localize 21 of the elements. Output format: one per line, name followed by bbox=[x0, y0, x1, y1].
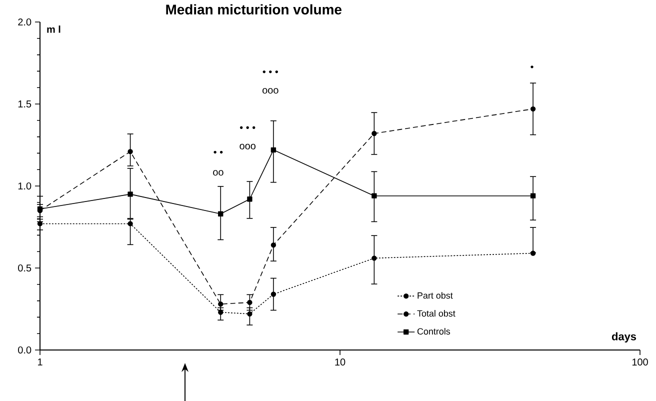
y-tick-label: 2.0 bbox=[18, 18, 32, 26]
legend-label: Part obst bbox=[418, 292, 453, 299]
annotation: oo bbox=[213, 170, 224, 176]
x-tick-label: 100 bbox=[632, 358, 648, 366]
chart-title: Median micturition volume bbox=[166, 4, 342, 14]
annotation: • bbox=[530, 66, 534, 68]
x-tick-label: 1 bbox=[38, 358, 42, 366]
x-axis-title: days bbox=[612, 332, 636, 342]
annotation: ooo bbox=[240, 144, 256, 150]
x-tick-label: 10 bbox=[335, 358, 346, 366]
legend-label: Total obst bbox=[417, 310, 456, 317]
annotation: • • • bbox=[262, 70, 278, 74]
legend-label: Controls bbox=[417, 328, 450, 335]
y-tick-label: 1.5 bbox=[18, 100, 32, 108]
y-tick-label: 0.0 bbox=[18, 346, 32, 354]
annotation: • • bbox=[214, 150, 223, 154]
annotation: • • • bbox=[240, 126, 256, 129]
y-tick-label: 0.5 bbox=[18, 264, 32, 272]
y-axis-title: m l bbox=[47, 26, 60, 33]
annotation: ooo bbox=[262, 88, 278, 94]
y-tick-label: 1.0 bbox=[18, 182, 32, 190]
